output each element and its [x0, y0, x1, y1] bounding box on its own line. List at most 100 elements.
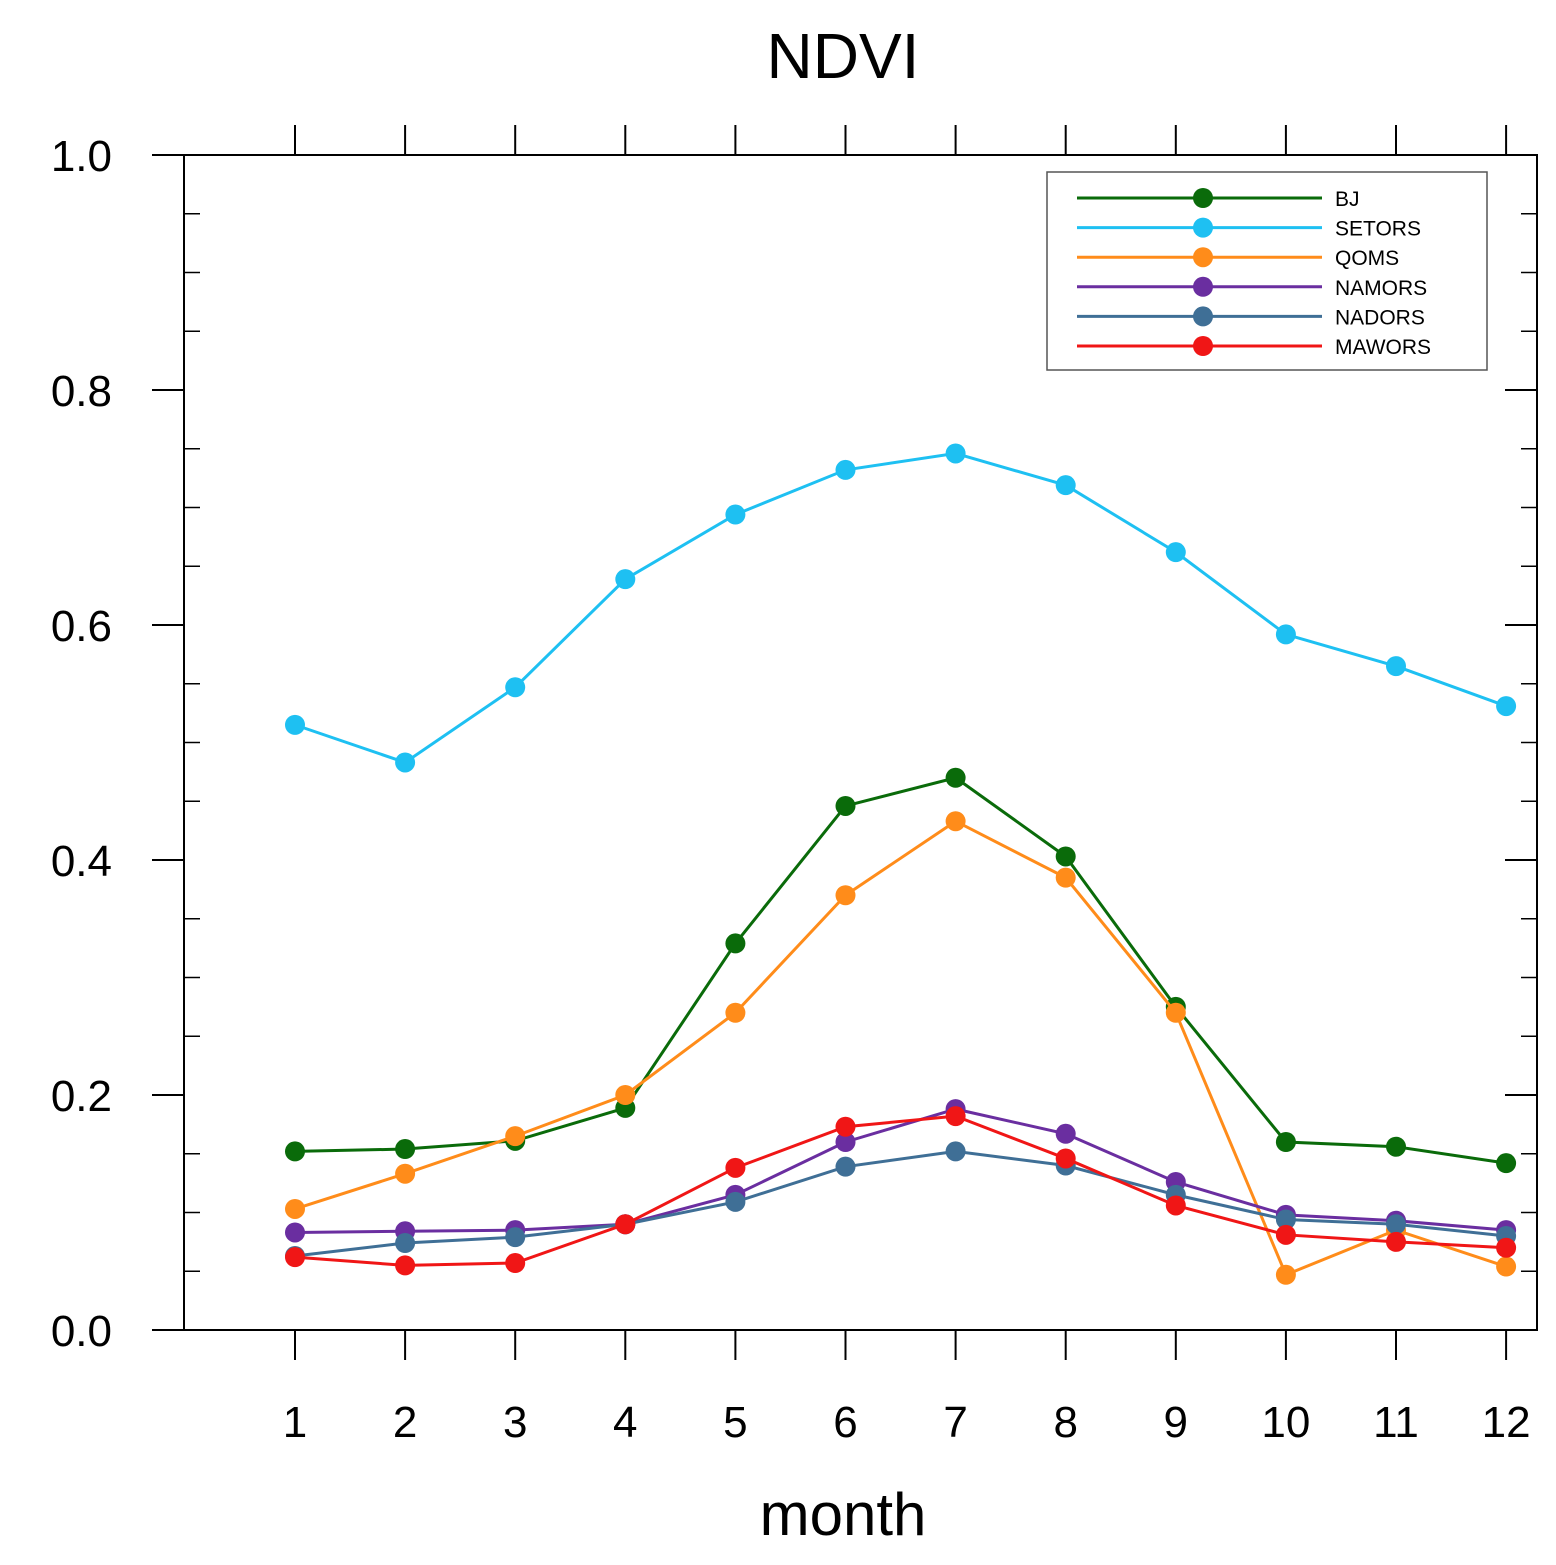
- x-tick-label: 3: [503, 1398, 527, 1447]
- data-point-qoms: [505, 1126, 526, 1147]
- data-point-mawors: [1165, 1195, 1186, 1216]
- data-point-nadors: [395, 1233, 416, 1254]
- legend-label: SETORS: [1335, 218, 1421, 241]
- data-point-nadors: [1275, 1209, 1296, 1230]
- data-point-mawors: [835, 1116, 856, 1137]
- plot-series: [285, 443, 1517, 1285]
- x-tick-label: 6: [833, 1398, 857, 1447]
- data-point-bj: [725, 933, 746, 954]
- x-tick-label: 1: [283, 1398, 307, 1447]
- series-line-setors: [294, 451, 1507, 765]
- x-tick-label: 9: [1164, 1398, 1188, 1447]
- legend-marker: [1193, 217, 1213, 238]
- data-point-bj: [395, 1139, 416, 1160]
- data-point-setors: [835, 459, 856, 480]
- x-tick-label: 10: [1261, 1398, 1310, 1447]
- legend-label: NAMORS: [1335, 277, 1427, 300]
- data-point-mawors: [395, 1255, 416, 1276]
- series-line-mawors: [294, 1114, 1507, 1267]
- legend-label: NADORS: [1335, 306, 1425, 329]
- data-point-bj: [285, 1141, 305, 1162]
- data-point-namors: [285, 1222, 305, 1243]
- legend-marker: [1193, 336, 1213, 356]
- data-point-mawors: [1496, 1237, 1517, 1258]
- data-point-mawors: [615, 1214, 636, 1235]
- series-nadors: [285, 1141, 1517, 1266]
- data-point-bj: [1275, 1132, 1296, 1152]
- legend-marker: [1193, 276, 1213, 297]
- data-point-setors: [395, 752, 416, 773]
- data-point-setors: [945, 443, 966, 464]
- data-point-mawors: [1386, 1231, 1406, 1252]
- data-point-qoms: [945, 811, 966, 832]
- data-point-setors: [615, 569, 636, 590]
- series-qoms: [285, 811, 1517, 1285]
- data-point-setors: [725, 504, 746, 525]
- data-point-setors: [1275, 624, 1296, 645]
- legend-marker: [1193, 247, 1213, 268]
- x-tick-label: 12: [1482, 1398, 1531, 1447]
- series-setors: [285, 443, 1517, 773]
- data-point-mawors: [945, 1106, 966, 1127]
- series-line-namors: [294, 1107, 1507, 1234]
- data-point-namors: [835, 1132, 856, 1152]
- x-tick-label: 11: [1373, 1398, 1419, 1447]
- data-point-setors: [1055, 475, 1076, 496]
- data-point-mawors: [725, 1157, 746, 1178]
- axes: 0.00.20.40.60.81.01 2 3 4 5 6 7 8 9 10 11 12: [51, 125, 1538, 1447]
- data-point-qoms: [1165, 1002, 1186, 1023]
- series-mawors: [285, 1106, 1517, 1276]
- data-point-bj: [1055, 846, 1076, 867]
- data-point-qoms: [395, 1163, 416, 1184]
- data-point-qoms: [1496, 1256, 1517, 1277]
- data-point-mawors: [1275, 1224, 1296, 1245]
- legend-label: QOMS: [1335, 247, 1399, 270]
- data-point-nadors: [725, 1191, 746, 1212]
- y-tick-label: 0.0: [51, 1307, 112, 1356]
- x-tick-label: 4: [613, 1398, 637, 1447]
- y-tick-label: 0.2: [51, 1072, 112, 1121]
- data-point-mawors: [1055, 1148, 1076, 1169]
- data-point-qoms: [835, 885, 856, 906]
- data-point-qoms: [725, 1002, 746, 1023]
- data-point-setors: [1386, 656, 1406, 677]
- x-tick-label: 7: [943, 1398, 967, 1447]
- data-point-bj: [1386, 1136, 1406, 1157]
- data-point-nadors: [835, 1156, 856, 1177]
- data-point-setors: [285, 714, 305, 735]
- legend-marker: [1193, 306, 1213, 327]
- data-point-qoms: [285, 1198, 305, 1219]
- series-bj: [285, 767, 1517, 1174]
- series-line-bj: [294, 776, 1507, 1165]
- data-point-nadors: [945, 1141, 966, 1162]
- legend-marker: [1193, 188, 1213, 208]
- data-point-bj: [835, 795, 856, 816]
- data-point-mawors: [285, 1247, 305, 1268]
- data-point-qoms: [1275, 1264, 1296, 1285]
- legend-label: MAWORS: [1335, 336, 1431, 359]
- data-point-mawors: [505, 1253, 526, 1274]
- legend-box: [1046, 171, 1488, 371]
- data-point-setors: [505, 677, 526, 698]
- y-tick-label: 0.4: [51, 837, 112, 886]
- data-point-nadors: [505, 1227, 526, 1248]
- y-tick-label: 0.6: [51, 602, 112, 651]
- x-tick-label: 5: [723, 1398, 747, 1447]
- data-point-namors: [1055, 1123, 1076, 1144]
- y-tick-label: 0.8: [51, 367, 112, 416]
- x-axis-label: month: [760, 1481, 927, 1548]
- data-point-nadors: [1386, 1214, 1406, 1235]
- series-line-nadors: [294, 1149, 1507, 1258]
- x-tick-label: 2: [393, 1398, 417, 1447]
- series-line-qoms: [294, 819, 1507, 1277]
- data-point-bj: [1496, 1153, 1517, 1174]
- data-point-setors: [1165, 542, 1186, 563]
- x-tick-label: 8: [1053, 1398, 1077, 1447]
- data-point-qoms: [1055, 867, 1076, 888]
- chart-title: NDVI: [767, 20, 920, 92]
- data-point-qoms: [615, 1085, 636, 1105]
- data-point-setors: [1496, 696, 1517, 717]
- data-point-bj: [945, 767, 966, 788]
- legend-label: BJ: [1335, 188, 1360, 211]
